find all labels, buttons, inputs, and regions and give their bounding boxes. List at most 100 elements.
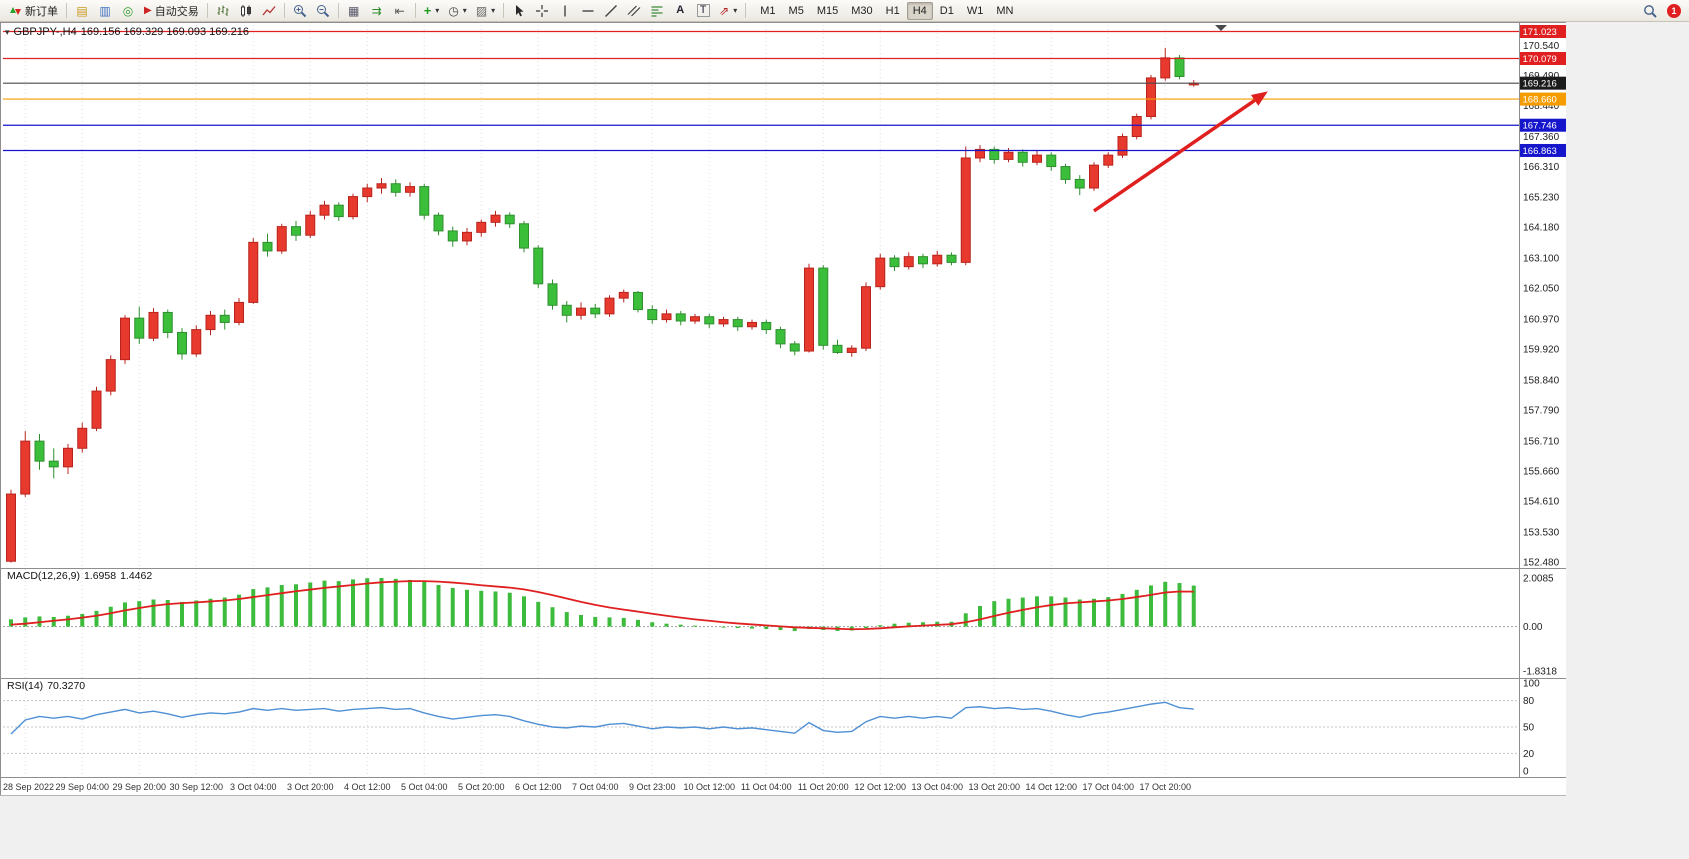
horizontal-line-button[interactable] xyxy=(577,1,599,21)
time-gridlines xyxy=(24,25,1166,777)
candle-body xyxy=(675,313,686,322)
candle-body xyxy=(1103,154,1114,166)
candle-body xyxy=(120,317,130,361)
toolbar-separator xyxy=(66,3,67,18)
chevron-down-icon: ▾ xyxy=(491,6,496,15)
chart-symbol-period: GBPJPY-,H4 xyxy=(13,26,77,38)
candle-body xyxy=(234,301,244,323)
price-tick: 154.610 xyxy=(1523,496,1560,507)
data-window-button[interactable]: ▥ xyxy=(94,1,116,21)
candle-body xyxy=(818,267,829,346)
trendline-button[interactable] xyxy=(600,1,622,21)
chart-ohlc: 169.156 169.329 169.093 169.216 xyxy=(80,26,249,38)
candle-body xyxy=(177,331,187,355)
resistance-line-lower-badge-text: 170.079 xyxy=(1523,54,1557,65)
search-button[interactable] xyxy=(1639,1,1661,21)
price-tick: 158.840 xyxy=(1523,375,1560,386)
line-chart-button[interactable] xyxy=(258,1,280,21)
candle-body xyxy=(319,204,330,216)
date-label: 29 Sep 04:00 xyxy=(55,782,109,792)
candle-body xyxy=(590,307,601,315)
vertical-line-button[interactable] xyxy=(554,1,576,21)
candlestick-chart-button[interactable] xyxy=(235,1,257,21)
timeframe-button-m15[interactable]: M15 xyxy=(816,4,839,17)
rsi-indicator: 100 80 50 20 0 xyxy=(3,679,1540,778)
bar-chart-button[interactable] xyxy=(212,1,234,21)
auto-scroll-button[interactable]: ⇉ xyxy=(366,1,388,21)
toolbar-separator xyxy=(745,3,747,18)
toolbar: 新订单 ▤ ▥ ◎ ▶ 自动交易 ▦ ⇉ ⇤ + ▾ ◷ ▾ ▨ ▾ xyxy=(0,0,1689,22)
candle-body xyxy=(305,214,316,236)
candle-body xyxy=(262,241,273,252)
candle-body xyxy=(433,214,444,232)
date-label: 7 Oct 04:00 xyxy=(572,782,619,792)
date-label: 5 Oct 20:00 xyxy=(458,782,505,792)
zoom-in-button[interactable] xyxy=(289,1,311,21)
rsi-name: RSI(14) xyxy=(7,680,44,692)
candle-body xyxy=(1017,151,1028,163)
templates-button[interactable]: ▨ ▾ xyxy=(472,1,499,21)
timeframe-button-mn[interactable]: MN xyxy=(996,4,1014,17)
indicators-button[interactable]: + ▾ xyxy=(420,1,444,21)
timeframe-button-w1[interactable]: W1 xyxy=(966,4,984,17)
candle-body xyxy=(661,313,672,321)
navigator-button[interactable]: ◎ xyxy=(117,1,139,21)
new-order-button[interactable]: 新订单 xyxy=(4,1,62,21)
fibonacci-icon xyxy=(651,5,663,17)
candle-body xyxy=(1117,136,1128,156)
notification-badge[interactable]: 1 xyxy=(1667,3,1681,18)
template-icon: ▨ xyxy=(475,3,488,18)
candle-body xyxy=(419,186,430,216)
candle-body xyxy=(875,257,886,288)
macd-signal-line xyxy=(10,580,1194,631)
search-icon xyxy=(1644,4,1657,18)
date-label: 5 Oct 04:00 xyxy=(401,782,448,792)
timeframe-button-m1[interactable]: M1 xyxy=(760,4,776,17)
text-button[interactable]: A xyxy=(669,1,691,21)
price-tick: 168.440 xyxy=(1523,101,1560,112)
timeframe-button-d1[interactable]: D1 xyxy=(939,4,954,17)
candle-body xyxy=(732,319,743,328)
toolbar-separator xyxy=(414,3,416,18)
rsi-line xyxy=(10,701,1194,735)
macd-name: MACD(12,26,9) xyxy=(7,570,80,582)
arrow-shapes-icon: ⇗ xyxy=(719,3,730,18)
candle-body xyxy=(576,307,586,316)
tile-windows-button[interactable]: ▦ xyxy=(343,1,365,21)
autotrading-button[interactable]: ▶ 自动交易 xyxy=(140,1,203,21)
date-label: 30 Sep 12:00 xyxy=(169,782,223,792)
candle-body xyxy=(561,304,572,316)
arrows-button[interactable]: ⇗ ▾ xyxy=(715,1,741,21)
candle-body xyxy=(932,254,943,265)
market-watch-button[interactable]: ▤ xyxy=(71,1,93,21)
text-label-button[interactable]: T xyxy=(692,1,714,21)
chevron-down-icon: ▾ xyxy=(435,6,440,15)
date-label: 3 Oct 04:00 xyxy=(230,782,277,792)
crosshair-button[interactable] xyxy=(531,1,553,21)
periods-button[interactable]: ◷ ▾ xyxy=(444,1,471,21)
candle-body xyxy=(1160,57,1171,79)
date-label: 28 Sep 2022 xyxy=(3,782,54,792)
candle-body xyxy=(1060,166,1071,180)
market-watch-icon: ▤ xyxy=(76,3,88,18)
indicators-plus-icon: + xyxy=(423,3,432,18)
chart-shift-marker[interactable] xyxy=(1215,25,1227,31)
cursor-button[interactable] xyxy=(508,1,530,21)
candle-body xyxy=(63,447,73,468)
timeframe-button-m30[interactable]: M30 xyxy=(851,4,873,17)
channel-button[interactable] xyxy=(623,1,645,21)
candle-body xyxy=(205,314,216,331)
zoom-out-button[interactable] xyxy=(312,1,334,21)
chart-canvas: 28 Sep 2022 29 Sep 04:00 29 Sep 20:00 30 Se… xyxy=(1,23,1567,796)
candle-body xyxy=(1046,154,1057,168)
timeframe-button-h4[interactable]: H4 xyxy=(906,1,933,20)
date-label: 13 Oct 04:00 xyxy=(911,782,963,792)
trend-arrow[interactable] xyxy=(1093,98,1256,213)
chart-shift-button[interactable]: ⇤ xyxy=(389,1,411,21)
macd-signal-value: 1.4462 xyxy=(120,570,153,582)
rsi-axis-tick: 100 xyxy=(1523,679,1540,690)
fibonacci-button[interactable] xyxy=(646,1,668,21)
one-click-trading-toggle[interactable]: ▾ xyxy=(5,27,10,37)
timeframe-button-m5[interactable]: M5 xyxy=(788,4,804,17)
timeframe-button-h1[interactable]: H1 xyxy=(885,4,900,17)
